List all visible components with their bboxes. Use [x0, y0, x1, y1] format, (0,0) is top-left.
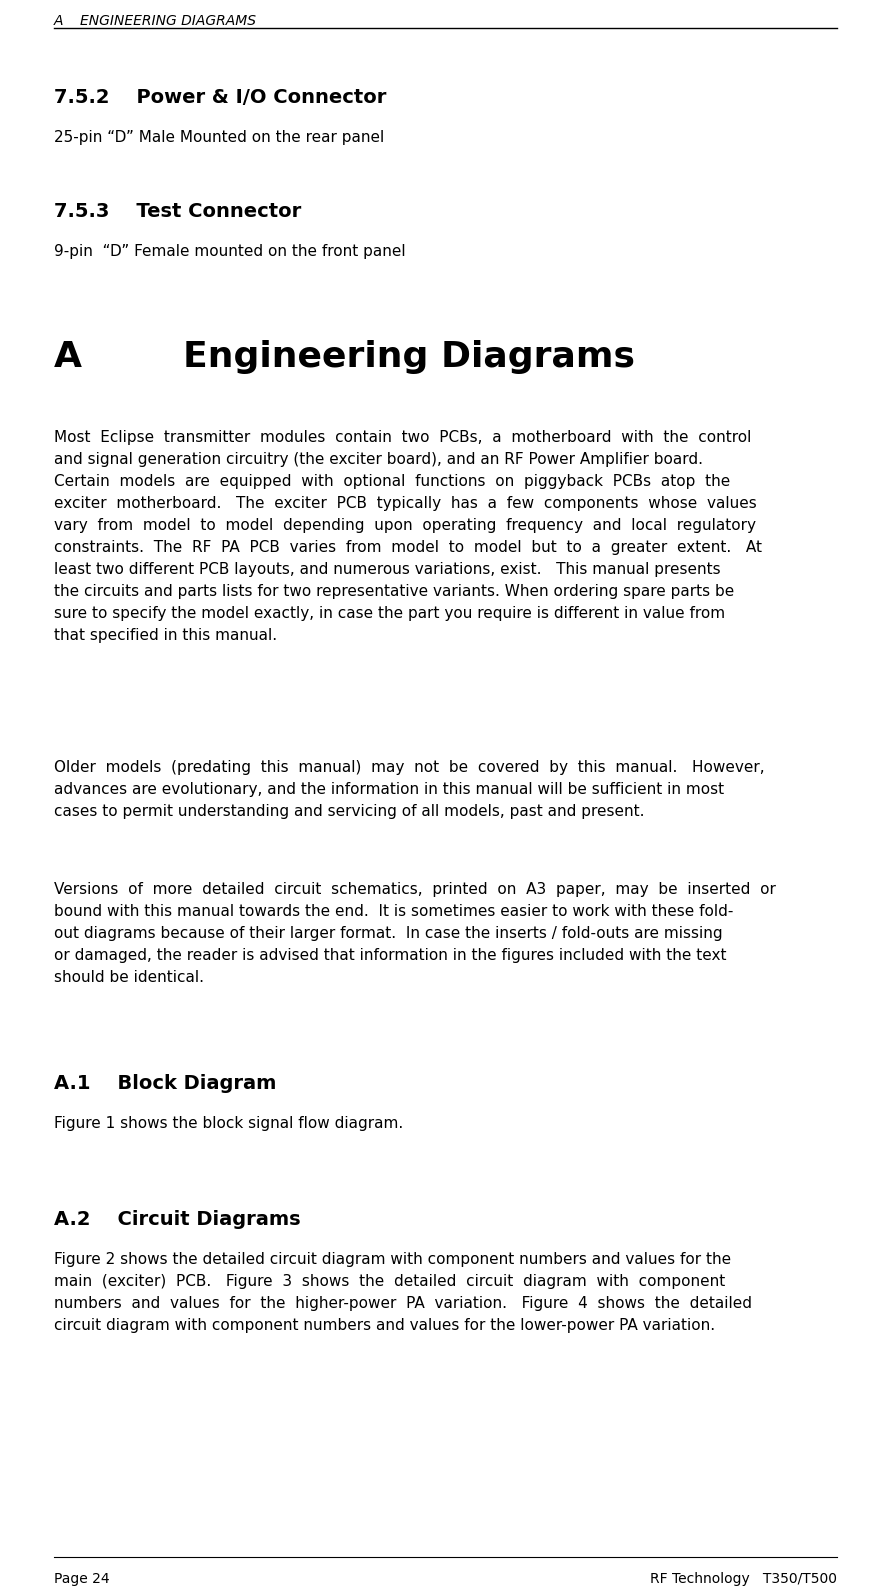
Text: Versions  of  more  detailed  circuit  schematics,  printed  on  A3  paper,  may: Versions of more detailed circuit schema… — [54, 882, 776, 896]
Text: Page 24: Page 24 — [54, 1573, 110, 1585]
Text: out diagrams because of their larger format.  In case the inserts / fold-outs ar: out diagrams because of their larger for… — [54, 927, 723, 941]
Text: 25-pin “D” Male Mounted on the rear panel: 25-pin “D” Male Mounted on the rear pane… — [54, 131, 384, 145]
Text: main  (exciter)  PCB.   Figure  3  shows  the  detailed  circuit  diagram  with : main (exciter) PCB. Figure 3 shows the d… — [54, 1274, 725, 1289]
Text: Figure 2 shows the detailed circuit diagram with component numbers and values fo: Figure 2 shows the detailed circuit diag… — [54, 1252, 732, 1266]
Text: Older  models  (predating  this  manual)  may  not  be  covered  by  this  manua: Older models (predating this manual) may… — [54, 759, 764, 775]
Text: should be identical.: should be identical. — [54, 970, 204, 986]
Text: A.1    Block Diagram: A.1 Block Diagram — [54, 1073, 276, 1093]
Text: A.2    Circuit Diagrams: A.2 Circuit Diagrams — [54, 1211, 300, 1230]
Text: and signal generation circuitry (the exciter board), and an RF Power Amplifier b: and signal generation circuitry (the exc… — [54, 451, 703, 467]
Text: vary  from  model  to  model  depending  upon  operating  frequency  and  local : vary from model to model depending upon … — [54, 518, 756, 533]
Text: the circuits and parts lists for two representative variants. When ordering spar: the circuits and parts lists for two rep… — [54, 584, 734, 600]
Text: bound with this manual towards the end.  It is sometimes easier to work with the: bound with this manual towards the end. … — [54, 904, 733, 919]
Text: RF Technology   T350/T500: RF Technology T350/T500 — [650, 1573, 837, 1585]
Text: or damaged, the reader is advised that information in the figures included with : or damaged, the reader is advised that i… — [54, 947, 726, 963]
Text: advances are evolutionary, and the information in this manual will be sufficient: advances are evolutionary, and the infor… — [54, 782, 724, 798]
Text: A        Engineering Diagrams: A Engineering Diagrams — [54, 340, 635, 373]
Text: sure to specify the model exactly, in case the part you require is different in : sure to specify the model exactly, in ca… — [54, 606, 725, 620]
Text: constraints.  The  RF  PA  PCB  varies  from  model  to  model  but  to  a  grea: constraints. The RF PA PCB varies from m… — [54, 541, 762, 555]
Text: that specified in this manual.: that specified in this manual. — [54, 628, 277, 643]
Text: exciter  motherboard.   The  exciter  PCB  typically  has  a  few  components  w: exciter motherboard. The exciter PCB typ… — [54, 496, 756, 510]
Text: Figure 1 shows the block signal flow diagram.: Figure 1 shows the block signal flow dia… — [54, 1116, 404, 1131]
Text: numbers  and  values  for  the  higher-power  PA  variation.   Figure  4  shows : numbers and values for the higher-power … — [54, 1297, 752, 1311]
Text: Most  Eclipse  transmitter  modules  contain  two  PCBs,  a  motherboard  with  : Most Eclipse transmitter modules contain… — [54, 431, 751, 445]
Text: circuit diagram with component numbers and values for the lower-power PA variati: circuit diagram with component numbers a… — [54, 1317, 715, 1333]
Text: 9-pin  “D” Female mounted on the front panel: 9-pin “D” Female mounted on the front pa… — [54, 244, 405, 258]
Text: 7.5.2    Power & I/O Connector: 7.5.2 Power & I/O Connector — [54, 88, 387, 107]
Text: cases to permit understanding and servicing of all models, past and present.: cases to permit understanding and servic… — [54, 804, 644, 818]
Text: 7.5.3    Test Connector: 7.5.3 Test Connector — [54, 203, 301, 222]
Text: Certain  models  are  equipped  with  optional  functions  on  piggyback  PCBs  : Certain models are equipped with optiona… — [54, 474, 731, 490]
Text: A    ENGINEERING DIAGRAMS: A ENGINEERING DIAGRAMS — [54, 14, 257, 29]
Text: least two different PCB layouts, and numerous variations, exist.   This manual p: least two different PCB layouts, and num… — [54, 561, 721, 577]
